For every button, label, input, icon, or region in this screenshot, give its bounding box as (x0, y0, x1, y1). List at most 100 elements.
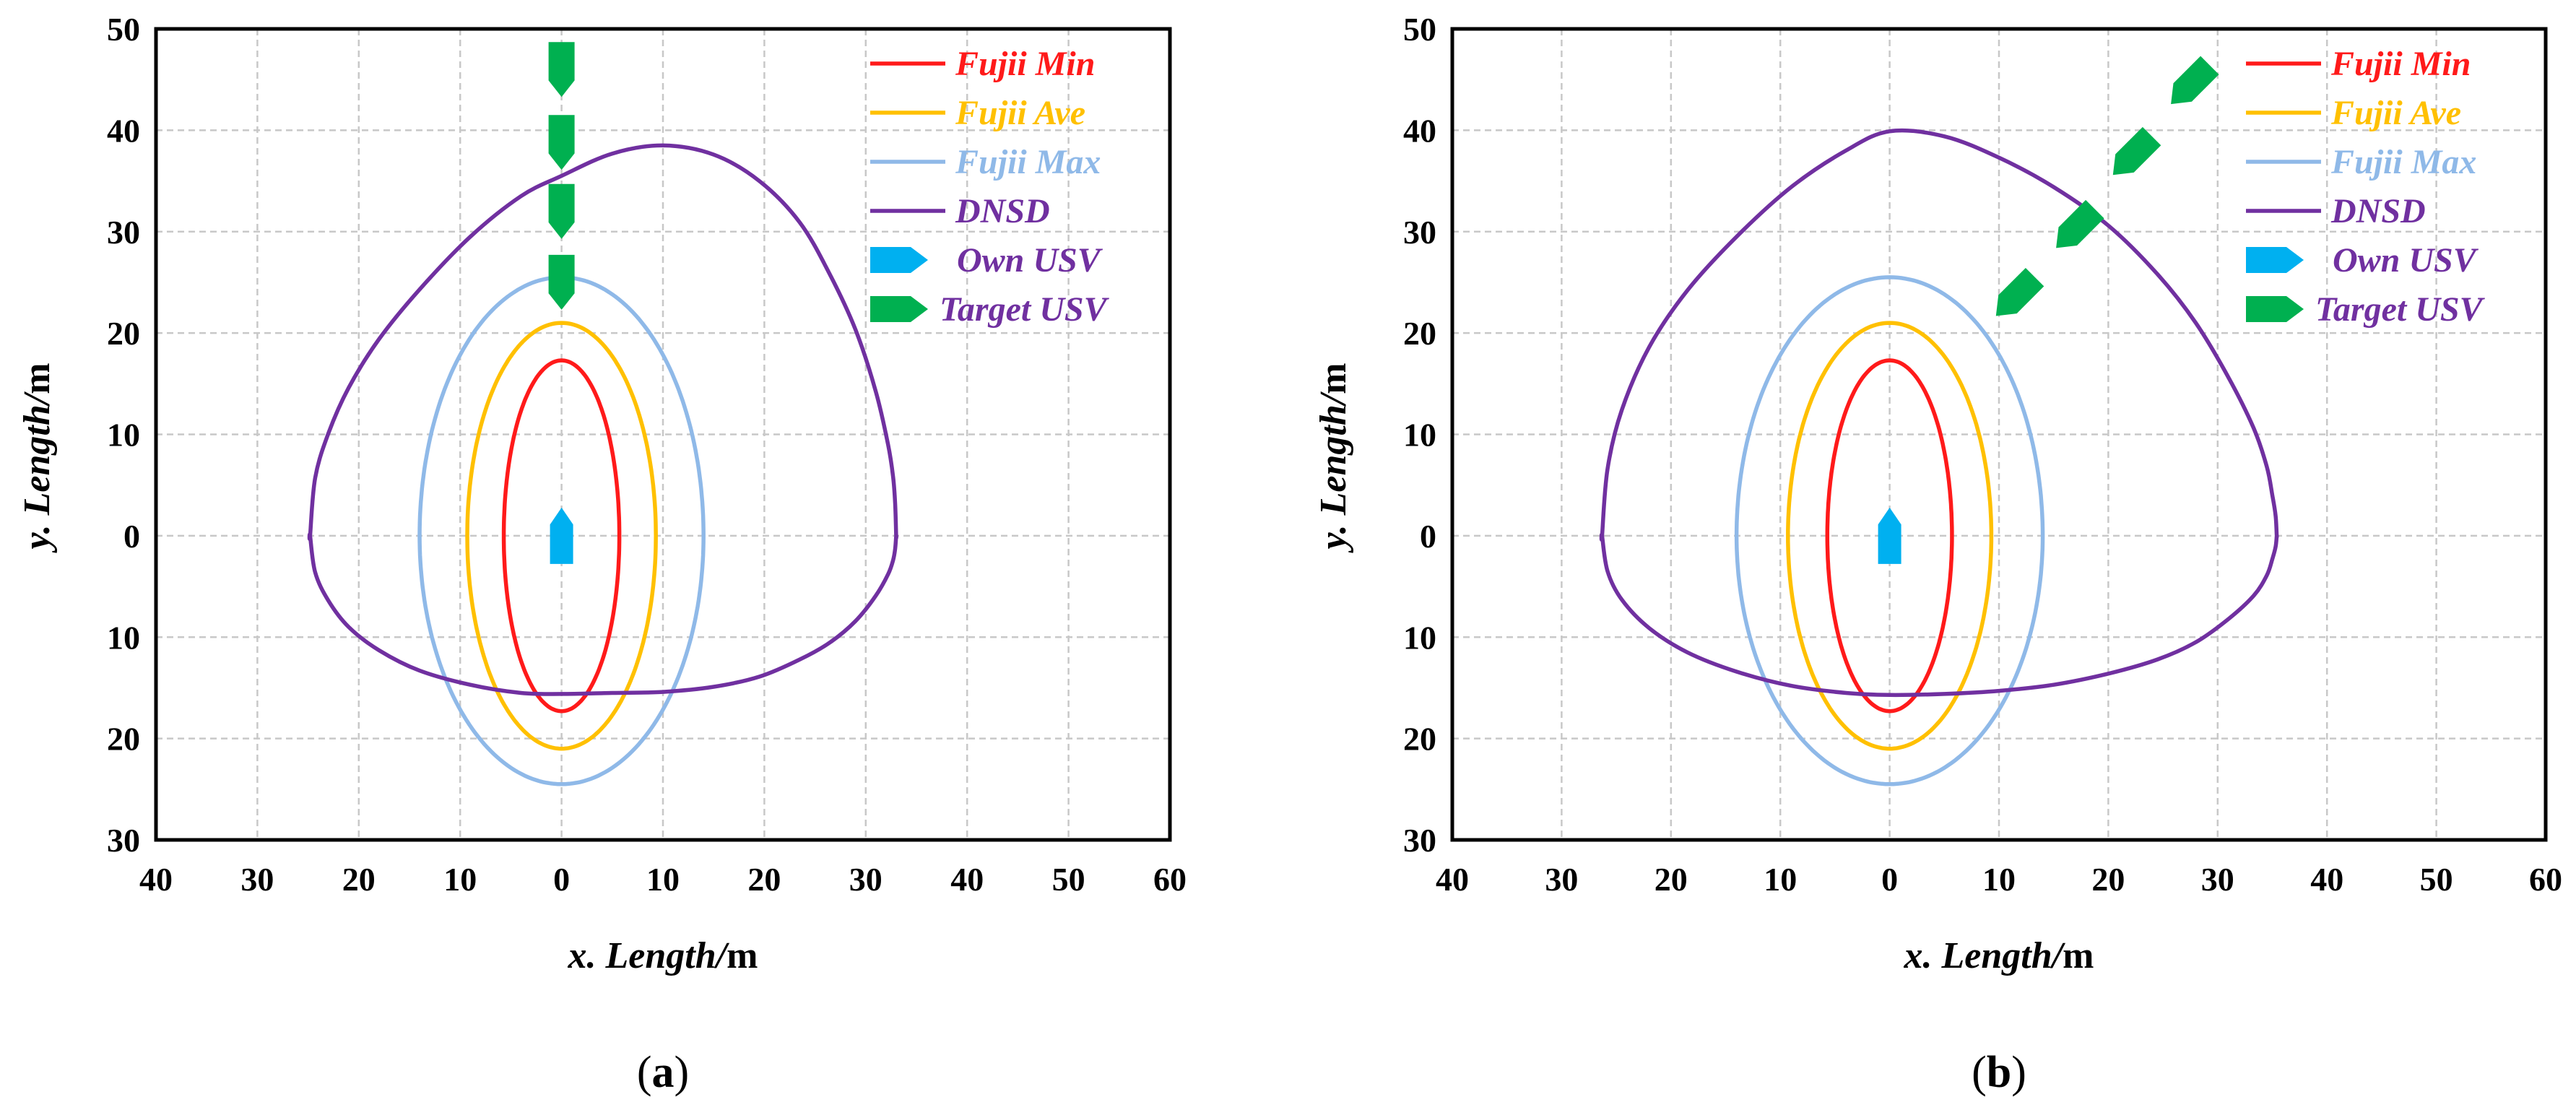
legend-label: Fujii Max (2330, 143, 2476, 181)
caption-open: ( (637, 1048, 652, 1097)
y-tick-label: 50 (1403, 11, 1436, 48)
legend-label: Fujii Max (955, 143, 1101, 181)
legend-label: Target USV (2315, 290, 2486, 329)
chart-panel-b: 40 30 20 10 0 10 20 30 40 50 60 30 20 10 0 10 20 30 40 50 x.… (1288, 0, 2576, 1110)
panel-caption: (a) (637, 1048, 689, 1097)
x-axis-label-unit: m (727, 935, 758, 976)
legend-swatch-ship (2246, 247, 2304, 273)
x-tick-label: 20 (747, 861, 781, 898)
legend-swatch-ship (870, 296, 928, 322)
target-usv-marker (1995, 268, 2044, 316)
legend-label: DNSD (955, 192, 1050, 230)
legend-label: Own USV (957, 241, 1103, 279)
x-tick-label: 50 (2420, 861, 2453, 898)
legend-label: DNSD (2330, 192, 2426, 230)
x-tick-label: 60 (2529, 861, 2562, 898)
y-tick-label: 10 (1403, 619, 1436, 656)
legend-swatch-ship (2246, 296, 2304, 322)
y-tick-label: 40 (1403, 112, 1436, 149)
plot-frame (154, 27, 1172, 842)
chart-a-svg: 40 30 20 10 0 10 20 30 40 50 6030201001020304050x.… (17, 11, 1187, 1097)
x-tick-label: 10 (646, 861, 680, 898)
x-tick-label: 10 (443, 861, 477, 898)
legend-label: Target USV (940, 290, 1110, 329)
y-axis-label-italic: y. Length/ (17, 391, 58, 553)
x-tick-label: 30 (849, 861, 882, 898)
x-tick-label: 40 (139, 861, 173, 898)
x-tick-label: 30 (1545, 861, 1578, 898)
y-tick-label: 30 (1403, 822, 1436, 859)
y-axis-label-unit: m (17, 363, 58, 394)
x-tick-label: 20 (2091, 861, 2125, 898)
chart-b-svg: 40 30 20 10 0 10 20 30 40 50 6030201001020304050x.… (1313, 11, 2562, 1097)
caption-open: ( (1972, 1048, 1987, 1097)
x-tick-label: 40 (2310, 861, 2343, 898)
caption-letter: b (1987, 1048, 2011, 1097)
target-usv-marker (548, 254, 575, 310)
x-tick-label: 40 (1436, 861, 1469, 898)
caption-close: ) (2011, 1048, 2026, 1097)
series-fujii-min (1825, 358, 1954, 714)
x-tick-label: 50 (1052, 861, 1085, 898)
x-tick-label: 20 (342, 861, 376, 898)
y-tick-label: 20 (107, 721, 140, 758)
legend: Fujii Min Fujii Ave Fujii Max DNSD Own USV Ta… (2246, 45, 2486, 329)
legend-label: Fujii Min (2330, 45, 2471, 83)
target-usv-marker (548, 42, 575, 97)
x-tick-label: 40 (950, 861, 984, 898)
series-fujii-max (1734, 275, 2045, 786)
own-usv-marker (550, 507, 573, 564)
x-axis-label-italic: x. Length/ (568, 935, 730, 976)
y-axis-label: y. Length/m (17, 363, 58, 553)
target-usv-marker (2171, 56, 2219, 105)
caption-close: ) (675, 1048, 690, 1097)
y-tick-label: 20 (1403, 721, 1436, 758)
y-tick-label: 10 (1403, 417, 1436, 454)
series-fujii-max (417, 275, 706, 786)
y-tick-label: 30 (107, 822, 140, 859)
target-usv-marker (2112, 126, 2161, 175)
legend-label: Fujii Ave (955, 94, 1085, 132)
x-tick-label: 0 (553, 861, 570, 898)
x-axis-label-unit: m (2063, 935, 2094, 976)
y-tick-label: 20 (107, 315, 140, 352)
series-dnsd (1599, 128, 2279, 698)
y-tick-label: 0 (1420, 518, 1436, 555)
x-tick-label: 10 (1764, 861, 1797, 898)
target-usv-marker (548, 183, 575, 239)
series-fujii-ave (1786, 321, 1994, 751)
caption-letter: a (652, 1048, 675, 1097)
legend-label: Own USV (2333, 241, 2479, 279)
x-axis-label: x. Length/m (1904, 935, 2094, 976)
legend-label: Fujii Min (955, 45, 1095, 83)
y-tick-label: 50 (107, 11, 140, 48)
series-fujii-ave (465, 321, 658, 751)
x-tick-label: 30 (240, 861, 274, 898)
x-tick-label: 0 (1881, 861, 1898, 898)
chart-panel-a: 40 30 20 10 0 10 20 30 40 50 60 30 20 10 0 10 20 30 40 50 x.… (17, 11, 1187, 1097)
series-fujii-min (501, 358, 622, 714)
series-dnsd (307, 143, 898, 696)
x-tick-label: 30 (2201, 861, 2234, 898)
x-tick-label: 10 (1982, 861, 2016, 898)
x-axis-label-italic: x. Length/ (1904, 935, 2066, 976)
y-axis-label-italic: y. Length/ (1313, 391, 1354, 553)
y-tick-label: 10 (107, 619, 140, 656)
y-tick-label: 0 (123, 518, 140, 555)
legend-swatch-ship (870, 247, 928, 273)
x-axis-label: x. Length/m (568, 935, 758, 976)
legend-label: Fujii Ave (2330, 94, 2461, 132)
y-tick-label: 30 (1403, 214, 1436, 251)
y-axis-label-unit: m (1313, 363, 1354, 394)
y-axis-label: y. Length/m (1313, 363, 1354, 553)
x-tick-label: 60 (1153, 861, 1187, 898)
legend: Fujii Min Fujii Ave Fujii Max DNSD Own USV Ta… (870, 45, 1110, 329)
target-usv-marker (2056, 199, 2104, 248)
y-tick-label: 20 (1403, 315, 1436, 352)
x-tick-label: 20 (1655, 861, 1688, 898)
target-usv-marker (548, 115, 575, 170)
y-tick-label: 30 (107, 214, 140, 251)
own-usv-marker (1878, 507, 1901, 564)
y-tick-label: 10 (107, 417, 140, 454)
panel-caption: (b) (1972, 1048, 2026, 1097)
